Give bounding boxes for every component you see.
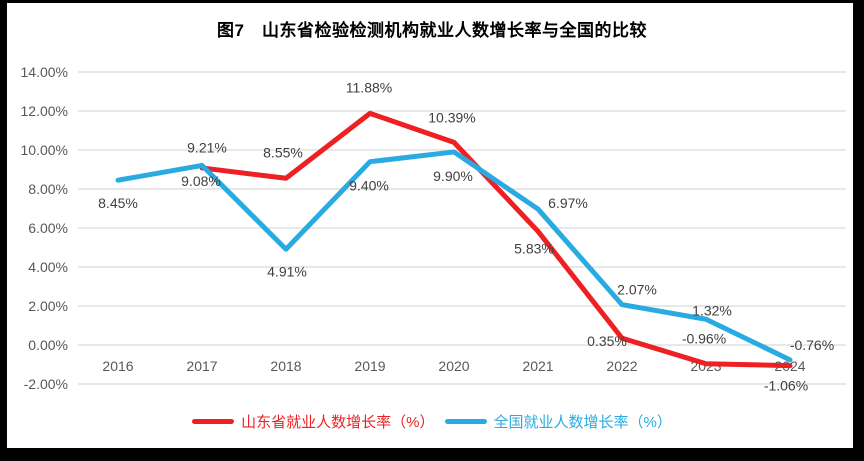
blue-line-swatch [444, 418, 487, 424]
chart-canvas [7, 3, 853, 448]
chart-title: 图7 山东省检验检测机构就业人数增长率与全国的比较 [217, 21, 647, 40]
legend-item-national: 全国就业人数增长率（%） [444, 411, 672, 432]
legend-item-shandong: 山东省就业人数增长率（%） [192, 411, 435, 432]
legend-label-shandong: 山东省就业人数增长率（%） [241, 413, 435, 431]
legend-label-national: 全国就业人数增长率（%） [493, 413, 672, 431]
red-line-swatch [192, 418, 235, 424]
chart-legend: 山东省就业人数增长率（%） 全国就业人数增长率（%） [0, 410, 864, 432]
